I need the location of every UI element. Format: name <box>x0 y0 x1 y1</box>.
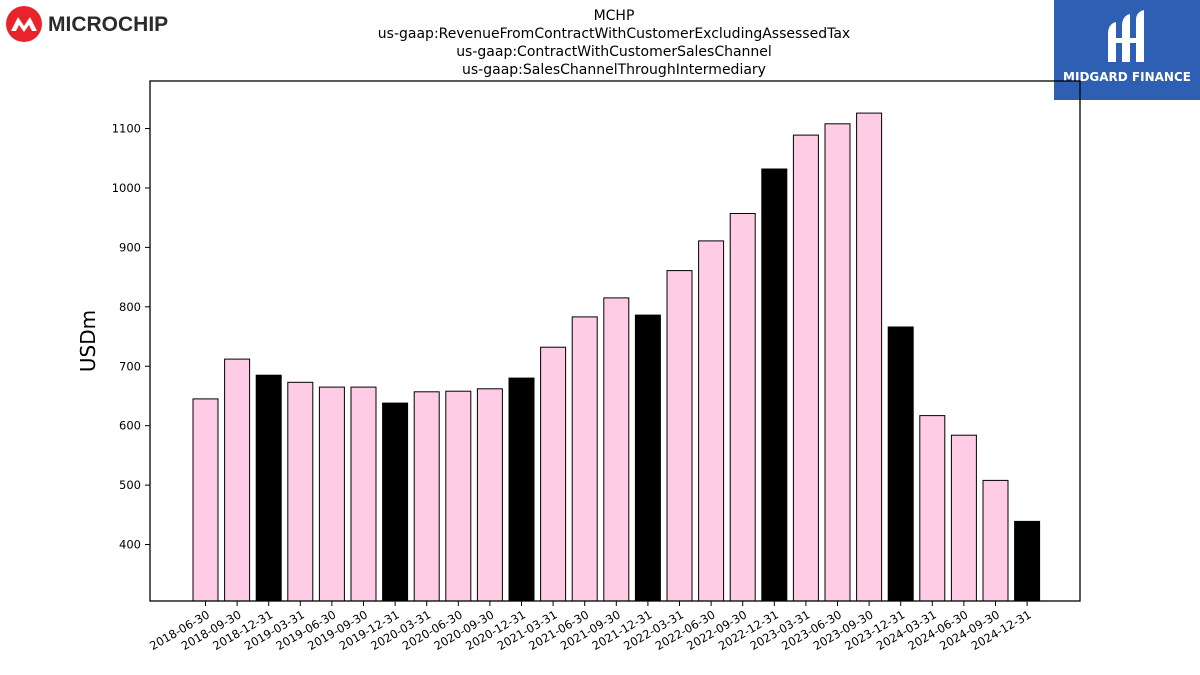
bar-2023-09-30 <box>856 112 883 602</box>
chart-title-line-3: us-gaap:ContractWithCustomerSalesChannel <box>456 44 772 60</box>
chart-title-line-1: MCHP <box>593 8 635 24</box>
bar-2019-06-30 <box>318 386 345 602</box>
midgard-logo-stroke-left <box>1108 22 1116 62</box>
bar-2020-09-30 <box>476 388 503 602</box>
y-tick-label-1100: 1100 <box>112 122 141 136</box>
x-axis: 2018-06-302018-09-302018-12-312019-03-31… <box>147 601 1034 653</box>
bar-2019-12-31 <box>382 402 409 602</box>
bar-2022-09-30 <box>729 213 756 602</box>
y-axis-label: USDm <box>76 310 100 372</box>
bar-2022-03-31 <box>666 270 693 602</box>
microchip-logo-circle <box>6 6 42 42</box>
midgard-logo-crossbar <box>1114 38 1138 43</box>
bar-2024-09-30 <box>982 479 1009 602</box>
bar-2020-03-31 <box>413 391 440 602</box>
microchip-logo-m-shape <box>11 17 37 32</box>
y-axis: 400 500 600 700 800 900 1000 1100 <box>112 122 150 552</box>
microchip-logo: MICROCHIP <box>4 4 174 48</box>
y-tick-label-1000: 1000 <box>112 181 141 195</box>
bar-2018-09-30 <box>224 358 251 602</box>
bar-2024-12-31 <box>1014 520 1041 602</box>
y-tick-label-600: 600 <box>119 419 141 433</box>
bar-2021-12-31 <box>634 314 661 602</box>
midgard-finance-logo: MIDGARD FINANCE <box>1054 0 1200 100</box>
bar-2022-12-31 <box>761 168 788 602</box>
bar-2021-09-30 <box>603 297 630 602</box>
bar-2021-03-31 <box>540 346 567 602</box>
bar-2018-12-31 <box>255 374 282 602</box>
bar-2024-06-30 <box>950 434 977 602</box>
bars-group <box>192 112 1041 602</box>
bar-2019-09-30 <box>350 386 377 602</box>
microchip-logo-text: MICROCHIP <box>48 13 168 36</box>
y-tick-label-400: 400 <box>119 538 141 552</box>
bar-2019-03-31 <box>287 381 314 602</box>
microchip-logo-mark: MICROCHIP <box>6 6 168 42</box>
chart-title-line-4: us-gaap:SalesChannelThroughIntermediary <box>462 62 766 78</box>
y-tick-label-500: 500 <box>119 478 141 492</box>
chart-title: MCHP us-gaap:RevenueFromContractWithCust… <box>314 7 914 79</box>
bar-2024-03-31 <box>919 415 946 602</box>
bar-2018-06-30 <box>192 398 219 602</box>
bar-2020-06-30 <box>445 390 472 602</box>
chart-title-line-2: us-gaap:RevenueFromContractWithCustomerE… <box>377 26 851 42</box>
bar-2023-03-31 <box>792 134 819 602</box>
plot-frame <box>149 80 1081 602</box>
bar-2023-12-31 <box>887 326 914 602</box>
bar-2023-06-30 <box>824 123 851 602</box>
y-tick-label-900: 900 <box>119 240 141 254</box>
y-tick-label-800: 800 <box>119 300 141 314</box>
y-tick-label-700: 700 <box>119 359 141 373</box>
bar-2020-12-31 <box>508 377 535 602</box>
midgard-logo-text: MIDGARD FINANCE <box>1063 70 1191 84</box>
midgard-logo-stroke-right <box>1136 10 1144 62</box>
midgard-logo-mark <box>1108 10 1144 62</box>
bar-2021-06-30 <box>571 316 598 602</box>
bar-2022-06-30 <box>698 240 725 602</box>
